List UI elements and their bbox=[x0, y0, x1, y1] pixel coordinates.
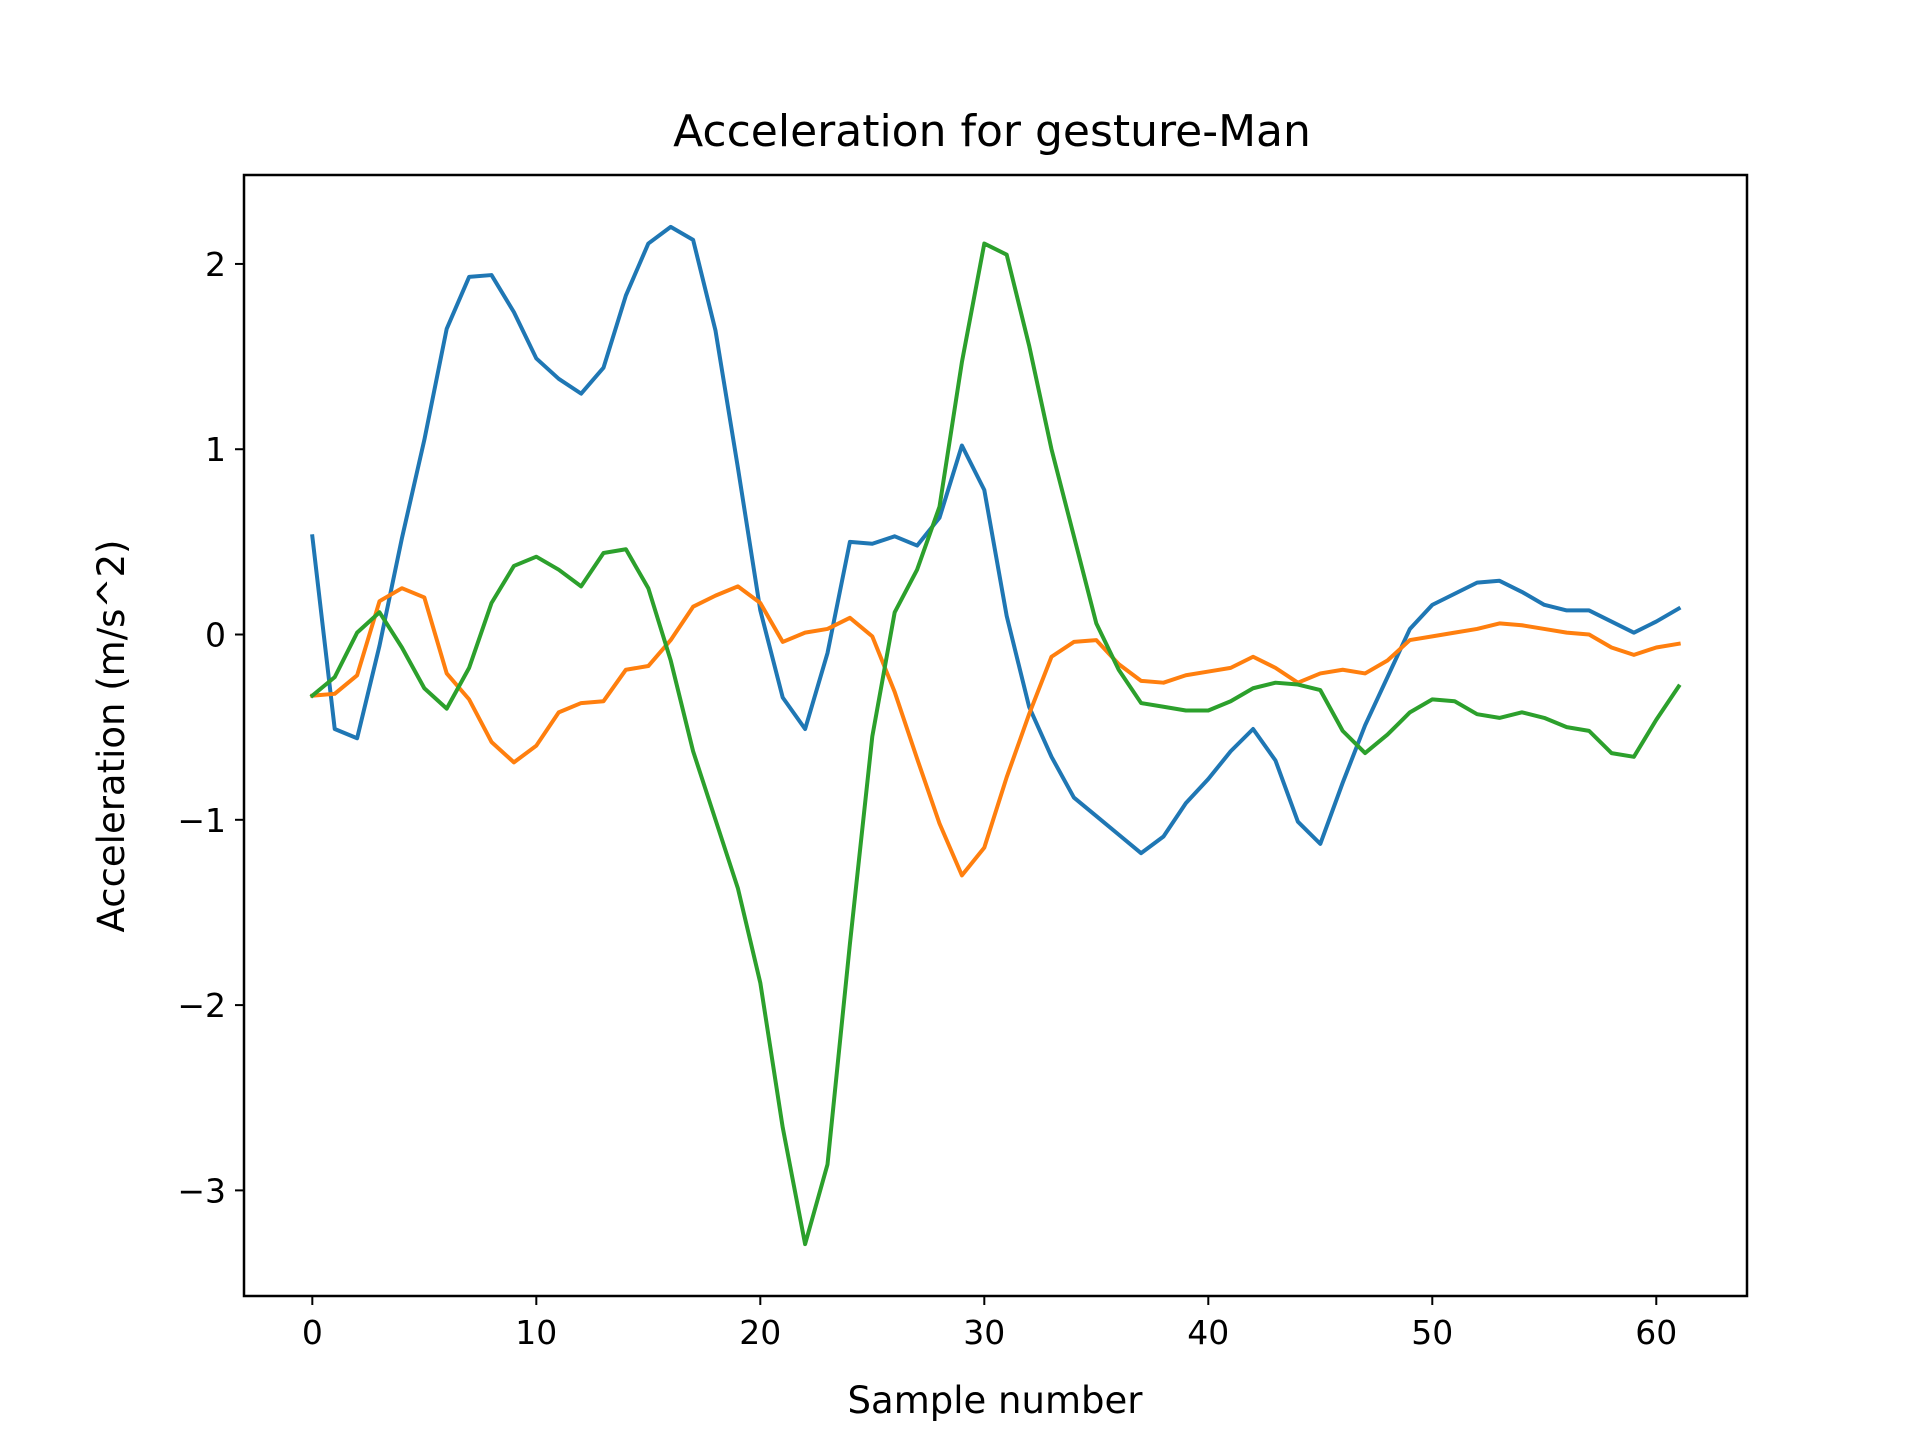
y-axis-ticks: 2 1 0 −1 −2 −3 bbox=[177, 245, 244, 1210]
x-tick-label: 20 bbox=[739, 1313, 781, 1352]
x-axis-label: Sample number bbox=[848, 1379, 1144, 1422]
series-line-1 bbox=[310, 224, 1682, 856]
x-tick-label: 30 bbox=[963, 1313, 1005, 1352]
y-axis-label: Acceleration (m/s^2) bbox=[90, 540, 133, 933]
y-tick-label: −3 bbox=[177, 1171, 226, 1210]
y-tick-label: 2 bbox=[205, 245, 226, 284]
series-line-2 bbox=[310, 584, 1681, 878]
x-axis-ticks: 0 10 20 30 40 50 60 bbox=[302, 1296, 1677, 1352]
chart-title: Acceleration for gesture-Man bbox=[673, 106, 1311, 157]
series-line-3 bbox=[309, 241, 1682, 1247]
x-tick-label: 0 bbox=[302, 1313, 323, 1352]
x-tick-label: 10 bbox=[515, 1313, 557, 1352]
x-tick-label: 40 bbox=[1187, 1313, 1229, 1352]
x-tick-label: 60 bbox=[1635, 1313, 1677, 1352]
plot-frame bbox=[242, 173, 1749, 1298]
y-tick-label: 0 bbox=[205, 616, 226, 655]
y-tick-label: −1 bbox=[177, 801, 226, 840]
y-tick-label: −2 bbox=[177, 986, 226, 1025]
x-tick-label: 50 bbox=[1411, 1313, 1453, 1352]
plot-area: 0 10 20 30 40 50 60 210−1−2−3 bbox=[177, 173, 1749, 1352]
series-layer bbox=[309, 224, 1682, 1247]
y-tick-label: 1 bbox=[205, 430, 226, 469]
